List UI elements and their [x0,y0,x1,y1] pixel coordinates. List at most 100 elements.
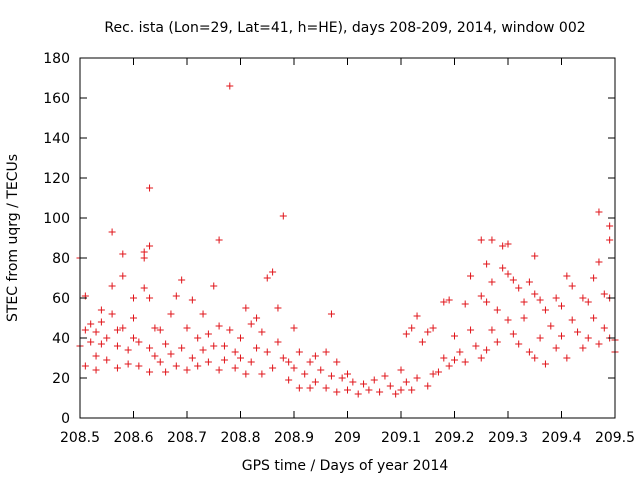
data-point-marker [226,326,234,334]
data-point-marker [108,310,116,318]
data-point-marker [488,326,496,334]
data-point-marker [188,296,196,304]
data-point-marker [172,362,180,370]
data-point-marker [467,326,475,334]
data-point-marker [156,326,164,334]
data-point-marker [483,298,491,306]
x-tick-label: 209.2 [434,430,474,446]
data-point-marker [472,342,480,350]
data-point-marker [269,364,277,372]
data-point-marker [381,372,389,380]
data-point-marker [146,368,154,376]
data-point-marker [509,276,517,284]
data-point-marker [568,282,576,290]
y-tick-label: 60 [52,291,70,307]
data-point-marker [579,344,587,352]
data-point-marker [290,364,298,372]
data-point-marker [429,324,437,332]
data-point-marker [477,354,485,362]
data-point-marker [92,328,100,336]
x-tick-label: 209.1 [381,430,421,446]
data-point-marker [600,324,608,332]
data-point-marker [344,386,351,394]
data-point-marker [263,274,271,282]
data-point-marker [606,222,614,230]
data-point-marker [135,338,143,346]
data-point-marker [113,364,121,372]
data-point-marker [568,316,576,324]
data-point-marker [552,344,560,352]
data-points [76,82,619,398]
y-tick-label: 20 [52,371,70,387]
data-point-marker [504,316,512,324]
data-point-marker [445,362,453,370]
data-point-marker [295,348,303,356]
data-point-marker [397,386,405,394]
data-point-marker [445,296,453,304]
data-point-marker [146,344,154,352]
x-tick-label: 208.6 [113,430,153,446]
data-point-marker [167,350,175,358]
data-point-marker [520,314,528,322]
data-point-marker [301,370,309,378]
x-axis-label: GPS time / Days of year 2014 [242,458,449,474]
data-point-marker [167,310,175,318]
data-point-marker [183,366,191,374]
x-tick-label: 208.5 [60,430,100,446]
data-point-marker [194,334,202,342]
data-point-marker [92,366,100,374]
data-point-marker [531,252,539,260]
data-point-marker [477,292,485,300]
data-point-marker [178,344,186,352]
data-point-marker [493,338,501,346]
data-point-marker [81,362,89,370]
data-point-marker [279,354,287,362]
data-point-marker [253,344,261,352]
axis-ticks: 208.5 208.6 208.7 208.8 208.9 209 209.1 209.2 20… [43,51,635,446]
data-point-marker [253,314,261,322]
data-point-marker [451,356,458,364]
data-point-marker [558,332,565,340]
data-point-marker [231,348,239,356]
data-point-marker [504,270,512,278]
data-point-marker [493,306,501,314]
data-point-marker [402,330,410,338]
data-point-marker [204,330,212,338]
data-point-marker [595,208,603,216]
data-point-marker [354,390,362,398]
data-point-marker [488,278,496,286]
data-point-marker [322,348,330,356]
y-tick-label: 100 [43,211,70,227]
data-point-marker [87,338,95,346]
data-point-marker [263,348,271,356]
x-tick-label: 209.4 [541,430,581,446]
data-point-marker [365,386,373,394]
data-point-marker [563,354,571,362]
y-tick-label: 120 [43,171,70,187]
data-point-marker [440,298,448,306]
data-point-marker [274,338,282,346]
data-point-marker [199,310,207,318]
data-point-marker [295,384,303,392]
data-point-marker [392,390,400,398]
data-point-marker [81,326,89,334]
data-point-marker [333,388,341,396]
data-point-marker [541,306,549,314]
data-point-marker [215,366,223,374]
data-point-marker [140,284,148,292]
data-point-marker [87,320,95,328]
data-point-marker [402,378,410,386]
data-point-marker [525,348,533,356]
data-point-marker [130,294,137,302]
data-point-marker [156,358,164,366]
data-point-marker [424,382,432,390]
data-point-marker [215,236,223,244]
data-point-marker [552,294,560,302]
data-point-marker [135,362,143,370]
data-point-marker [183,324,191,332]
data-point-marker [258,370,266,378]
data-point-marker [574,328,582,336]
data-point-marker [477,236,485,244]
data-point-marker [285,376,293,384]
